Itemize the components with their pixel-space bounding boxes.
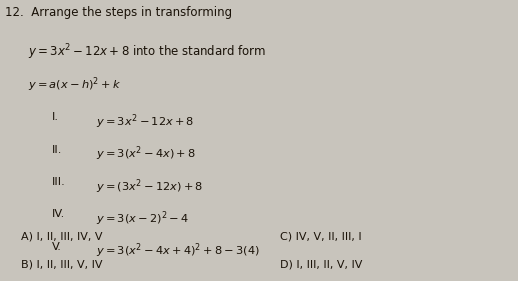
Text: I.: I. <box>52 112 59 123</box>
Text: IV.: IV. <box>52 209 65 219</box>
Text: $y = 3(x - 2)^2 - 4$: $y = 3(x - 2)^2 - 4$ <box>96 209 189 228</box>
Text: III.: III. <box>52 177 66 187</box>
Text: $y = (3x^2 - 12x) + 8$: $y = (3x^2 - 12x) + 8$ <box>96 177 203 196</box>
Text: 12.  Arrange the steps in transforming: 12. Arrange the steps in transforming <box>5 6 232 19</box>
Text: $y = 3(x^2 - 4x) + 8$: $y = 3(x^2 - 4x) + 8$ <box>96 145 196 163</box>
Text: D) I, III, II, V, IV: D) I, III, II, V, IV <box>280 260 362 270</box>
Text: C) IV, V, II, III, I: C) IV, V, II, III, I <box>280 232 362 242</box>
Text: II.: II. <box>52 145 62 155</box>
Text: $y = 3(x^2 - 4x + 4)^2 + 8 - 3(4)$: $y = 3(x^2 - 4x + 4)^2 + 8 - 3(4)$ <box>96 242 260 260</box>
Text: $y = 3x^2 - 12x + 8$ into the standard form: $y = 3x^2 - 12x + 8$ into the standard f… <box>28 42 267 62</box>
Text: A) I, II, III, IV, V: A) I, II, III, IV, V <box>21 232 102 242</box>
Text: V.: V. <box>52 242 62 252</box>
Text: $y = 3x^2 - 12x + 8$: $y = 3x^2 - 12x + 8$ <box>96 112 194 131</box>
Text: B) I, II, III, V, IV: B) I, II, III, V, IV <box>21 260 102 270</box>
Text: $y = a(x - h)^2 + k$: $y = a(x - h)^2 + k$ <box>28 76 122 94</box>
